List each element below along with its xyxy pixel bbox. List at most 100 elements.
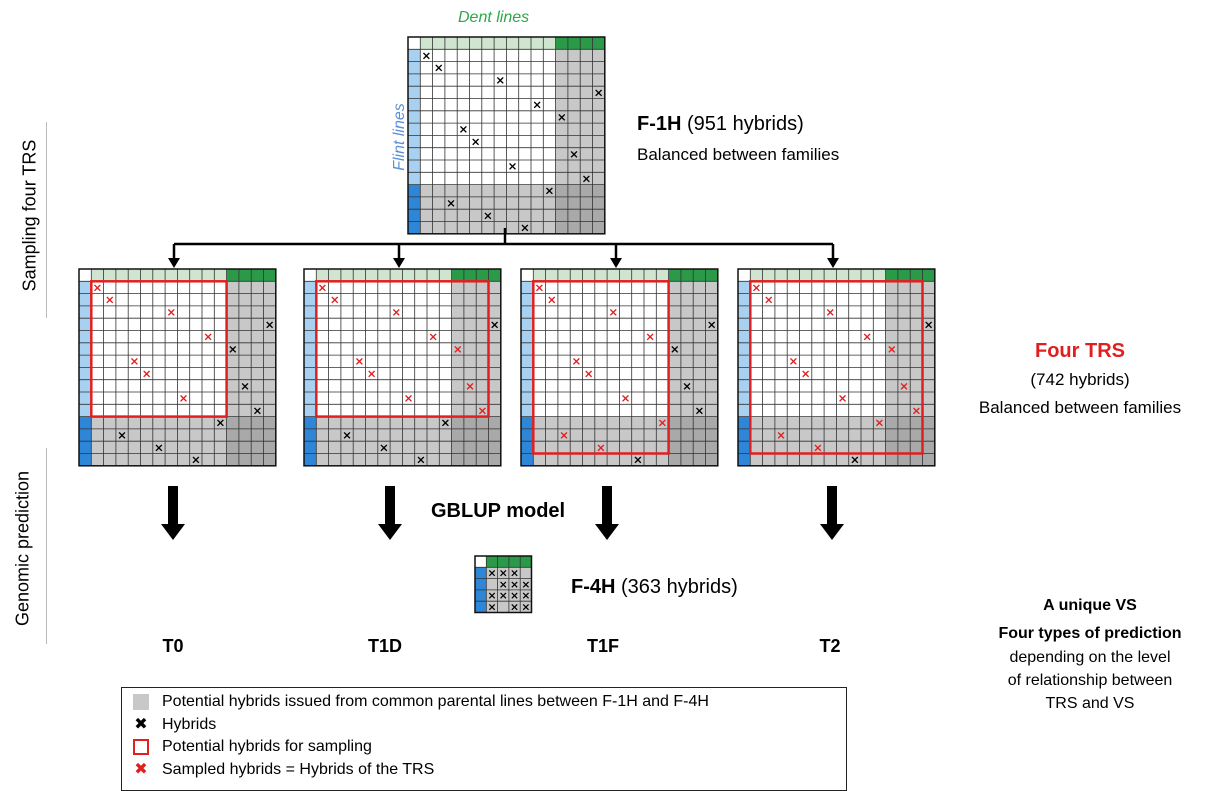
dent-header-cell bbox=[693, 269, 706, 282]
hybrid-mark: × bbox=[490, 317, 500, 331]
hybrid-mark: × bbox=[446, 196, 456, 210]
flint-header-cell bbox=[79, 318, 92, 331]
hybrid-mark: × bbox=[216, 416, 226, 430]
dent-header-cell bbox=[631, 269, 644, 282]
gray-square-icon bbox=[133, 694, 149, 710]
flint-header-cell bbox=[521, 318, 534, 331]
sampled-hybrid-mark: × bbox=[875, 416, 885, 430]
dent-header-cell bbox=[451, 269, 464, 282]
hybrid-mark: × bbox=[521, 589, 530, 602]
hybrid-mark: × bbox=[379, 440, 389, 454]
dent-header-cell bbox=[481, 37, 495, 50]
flint-header-cell bbox=[521, 293, 534, 306]
dent-header-cell bbox=[377, 269, 391, 282]
sampled-hybrid-mark: × bbox=[559, 428, 569, 442]
flint-header-cell bbox=[304, 318, 317, 331]
hybrid-mark: × bbox=[441, 416, 451, 430]
sampled-hybrid-mark: × bbox=[801, 366, 811, 380]
flint-header-cell bbox=[79, 355, 92, 368]
hybrid-mark: × bbox=[850, 453, 860, 467]
dent-header-cell bbox=[543, 37, 556, 50]
dent-header-cell bbox=[518, 37, 531, 50]
dent-header-cell bbox=[545, 269, 558, 282]
dent-header-cell bbox=[238, 269, 252, 282]
hybrid-mark: × bbox=[633, 453, 643, 467]
flint-header-cell bbox=[304, 379, 317, 392]
flint-header-cell bbox=[408, 73, 421, 87]
f4h-title-count: (363 hybrids) bbox=[615, 576, 738, 598]
dent-header-cell bbox=[340, 269, 354, 282]
sampled-hybrid-mark: × bbox=[105, 293, 115, 307]
flint-header-cell bbox=[304, 416, 317, 429]
legend-text-hybrids: Hybrids bbox=[162, 716, 217, 733]
dent-header-cell bbox=[656, 269, 669, 282]
flint-header-cell bbox=[408, 49, 421, 62]
dent-header-cell bbox=[520, 556, 532, 568]
sampled-hybrid-mark: × bbox=[584, 366, 594, 380]
dent-header-cell bbox=[189, 269, 202, 282]
legend-item-sampled: ✖ Sampled hybrids = Hybrids of the TRS bbox=[130, 760, 434, 780]
sampling-box bbox=[532, 280, 670, 455]
flint-header-cell bbox=[79, 305, 92, 319]
side-divider-top bbox=[46, 122, 47, 318]
sampled-hybrid-mark: × bbox=[367, 366, 377, 380]
flint-header-cell bbox=[408, 98, 421, 111]
dent-header-cell bbox=[457, 37, 470, 50]
flint-header-cell bbox=[304, 428, 317, 442]
dent-header-cell bbox=[494, 37, 507, 50]
prediction-types-desc-1: depending on the level bbox=[1009, 649, 1171, 666]
flint-header-cell bbox=[79, 367, 92, 380]
hybrid-mark: × bbox=[521, 578, 530, 591]
dent-header-cell bbox=[557, 269, 571, 282]
dent-header-cell bbox=[787, 269, 800, 282]
dent-header-cell bbox=[103, 269, 116, 282]
flint-header-cell bbox=[304, 281, 317, 294]
hybrid-mark: × bbox=[520, 221, 530, 235]
flint-header-cell bbox=[408, 110, 421, 124]
sampled-hybrid-mark: × bbox=[752, 280, 762, 294]
flint-header-cell bbox=[521, 355, 534, 368]
sampled-hybrid-mark: × bbox=[788, 354, 798, 368]
flint-header-cell bbox=[521, 404, 534, 417]
flint-header-cell bbox=[738, 392, 751, 405]
hybrid-mark: × bbox=[191, 453, 201, 467]
dent-header-cell bbox=[165, 269, 178, 282]
sampled-hybrid-mark: × bbox=[911, 403, 921, 417]
flint-header-cell bbox=[738, 330, 751, 343]
hybrid-mark: × bbox=[154, 440, 164, 454]
dent-header-cell bbox=[226, 269, 239, 282]
matrix-border bbox=[407, 36, 606, 235]
sampled-hybrid-mark: × bbox=[596, 440, 606, 454]
flint-header-cell bbox=[521, 330, 534, 343]
side-label-sampling: Sampling four TRS bbox=[19, 139, 40, 292]
side-divider-bottom bbox=[46, 448, 47, 644]
trs-matrix-t2: × × × × × × × × × × × × × × × bbox=[737, 268, 936, 467]
dent-header-cell bbox=[567, 37, 581, 50]
flint-header-cell bbox=[738, 404, 751, 417]
trs-matrix-t0: × × × × × × × × × × × × × × × bbox=[78, 268, 277, 467]
flint-header-cell bbox=[521, 392, 534, 405]
dent-header-cell bbox=[607, 269, 620, 282]
flint-header-cell bbox=[408, 86, 421, 99]
flint-header-cell bbox=[304, 367, 317, 380]
dent-header-cell bbox=[762, 269, 775, 282]
sampled-hybrid-mark: × bbox=[825, 305, 835, 319]
flint-header-cell bbox=[79, 441, 92, 454]
hybrid-mark: × bbox=[569, 147, 579, 161]
hybrid-mark: × bbox=[499, 578, 508, 591]
flint-header-cell bbox=[738, 428, 751, 442]
hybrid-mark: × bbox=[483, 208, 493, 222]
flint-header-cell bbox=[738, 342, 751, 356]
flint-header-cell bbox=[738, 416, 751, 429]
dent-header-cell bbox=[824, 269, 837, 282]
f4h-title-bold: F-4H bbox=[571, 576, 616, 598]
flint-header-cell bbox=[475, 601, 487, 613]
sampled-hybrid-mark: × bbox=[166, 305, 176, 319]
dent-header-cell bbox=[680, 269, 694, 282]
flint-header-cell bbox=[79, 281, 92, 294]
hybrid-mark: × bbox=[499, 567, 508, 580]
sampled-hybrid-mark: × bbox=[608, 305, 618, 319]
sampled-hybrid-mark: × bbox=[354, 354, 364, 368]
dent-header-cell bbox=[750, 269, 763, 282]
flint-header-cell bbox=[738, 441, 751, 454]
